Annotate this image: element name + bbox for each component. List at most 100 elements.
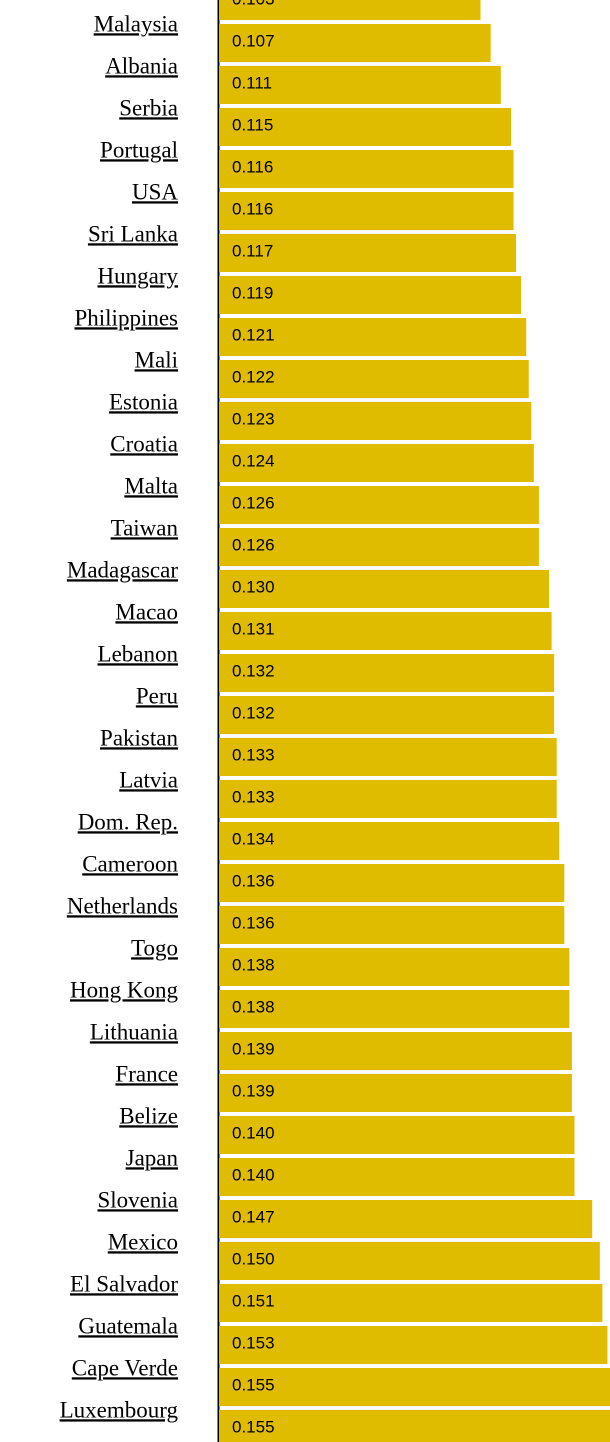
value-label: 0.133 [232, 787, 275, 806]
value-label: 0.136 [232, 871, 275, 890]
value-label: 0.122 [232, 367, 275, 386]
category-label[interactable]: Lithuania [90, 1019, 178, 1044]
bar [219, 1116, 575, 1154]
category-label[interactable]: Netherlands [67, 893, 178, 918]
value-label: 0.132 [232, 703, 275, 722]
category-label[interactable]: Peru [136, 683, 179, 708]
bar [219, 486, 539, 524]
category-label[interactable]: Luxembourg [60, 1397, 179, 1422]
value-label: 0.150 [232, 1249, 275, 1268]
bar [219, 360, 529, 398]
value-label: 0.134 [232, 829, 275, 848]
value-label: 0.117 [232, 241, 273, 260]
value-label: 0.121 [232, 325, 275, 344]
category-label[interactable]: Serbia [119, 95, 178, 120]
bar [219, 402, 532, 440]
value-label: 0.119 [232, 283, 273, 302]
category-label[interactable]: Albania [105, 53, 178, 78]
category-label[interactable]: Guatemala [78, 1313, 178, 1338]
bar [219, 990, 570, 1028]
value-label: 0.140 [232, 1123, 275, 1142]
bar [219, 1200, 593, 1238]
category-label[interactable]: Cameroon [82, 851, 178, 876]
value-label: 0.103 [232, 0, 275, 8]
bar [219, 1158, 575, 1196]
category-label[interactable]: Malaysia [94, 11, 178, 36]
value-label: 0.138 [232, 997, 275, 1016]
bar [219, 696, 555, 734]
category-label[interactable]: France [115, 1061, 178, 1086]
category-label[interactable]: Taiwan [111, 515, 179, 540]
category-label[interactable]: Cape Verde [72, 1355, 178, 1380]
category-label[interactable]: Philippines [74, 305, 178, 330]
bar [219, 1032, 572, 1070]
category-label[interactable]: Portugal [100, 137, 178, 162]
bar [219, 150, 514, 188]
bar [219, 1242, 600, 1280]
category-label[interactable]: Sri Lanka [88, 221, 178, 246]
category-label[interactable]: Croatia [110, 431, 178, 456]
category-label[interactable]: El Salvador [70, 1271, 178, 1296]
category-label[interactable]: Dom. Rep. [78, 809, 178, 834]
value-label: 0.140 [232, 1165, 275, 1184]
category-label[interactable]: Macao [115, 599, 178, 624]
value-label: 0.139 [232, 1039, 275, 1058]
bar [219, 192, 514, 230]
category-label[interactable]: Hong Kong [70, 977, 178, 1002]
bar [219, 906, 565, 944]
category-label[interactable]: Pakistan [100, 725, 178, 750]
bar [219, 444, 534, 482]
bar [219, 234, 517, 272]
value-label: 0.153 [232, 1333, 275, 1352]
value-label: 0.116 [232, 157, 273, 176]
bar [219, 864, 565, 902]
bar [219, 948, 570, 986]
category-label[interactable]: Madagascar [67, 557, 178, 582]
category-label[interactable]: Hungary [98, 263, 179, 288]
category-label[interactable]: Togo [131, 935, 178, 960]
bar [219, 1284, 603, 1322]
bar [219, 24, 491, 62]
value-label: 0.123 [232, 409, 275, 428]
category-label[interactable]: Lebanon [98, 641, 179, 666]
bar [219, 654, 555, 692]
bar [219, 1074, 572, 1112]
value-label: 0.116 [232, 199, 273, 218]
value-label: 0.155 [232, 1417, 275, 1436]
bar [219, 1410, 610, 1442]
value-label: 0.155 [232, 1375, 275, 1394]
bar [219, 318, 527, 356]
value-label: 0.147 [232, 1207, 275, 1226]
value-label: 0.136 [232, 913, 275, 932]
category-label[interactable]: Slovenia [98, 1187, 179, 1212]
value-label: 0.139 [232, 1081, 275, 1100]
category-label[interactable]: Japan [126, 1145, 179, 1170]
value-label: 0.132 [232, 661, 275, 680]
bar [219, 570, 550, 608]
bar [219, 276, 522, 314]
category-label[interactable]: Malta [124, 473, 178, 498]
bar [219, 1326, 608, 1364]
bar [219, 738, 557, 776]
category-label[interactable]: Mexico [108, 1229, 178, 1254]
value-label: 0.130 [232, 577, 275, 596]
category-label[interactable]: Latvia [119, 767, 178, 792]
category-label[interactable]: USA [132, 179, 178, 204]
bar [219, 66, 501, 104]
category-label[interactable]: Estonia [109, 389, 178, 414]
bar [219, 1368, 610, 1406]
category-label[interactable]: Belize [119, 1103, 178, 1128]
value-label: 0.111 [232, 73, 272, 92]
value-label: 0.124 [232, 451, 275, 470]
bar [219, 822, 560, 860]
value-label: 0.138 [232, 955, 275, 974]
bar [219, 528, 539, 566]
value-label: 0.107 [232, 31, 275, 50]
bar [219, 612, 552, 650]
bar [219, 0, 481, 20]
bar [219, 108, 511, 146]
value-label: 0.133 [232, 745, 275, 764]
bar [219, 780, 557, 818]
category-label[interactable]: Mali [135, 347, 178, 372]
